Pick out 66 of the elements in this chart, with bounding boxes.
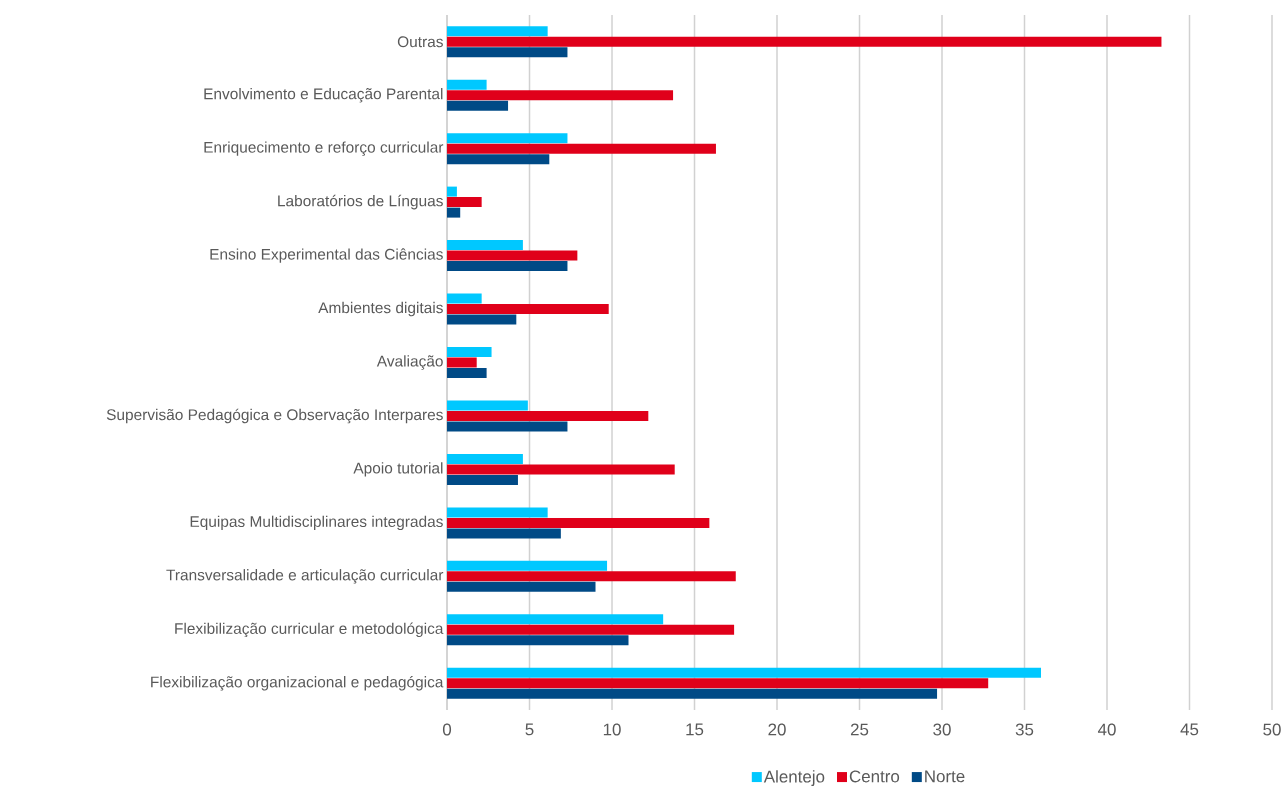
bar — [447, 581, 596, 592]
y-tick-label: Ensino Experimental das Ciências — [210, 248, 443, 263]
bar — [447, 528, 561, 539]
x-tick-label: 25 — [850, 723, 869, 736]
y-tick-label: Enriquecimento e reforço curricular — [204, 141, 444, 156]
bar — [447, 304, 609, 315]
bar — [447, 624, 735, 635]
bar — [447, 197, 482, 208]
bar — [447, 367, 487, 378]
bar — [447, 79, 487, 90]
bar — [447, 667, 1042, 678]
y-tick-label: Envolvimento e Educação Parental — [204, 87, 443, 103]
bar — [447, 410, 649, 421]
bar — [447, 474, 518, 485]
x-tick-label: 30 — [933, 723, 951, 736]
legend-label: Alentejo — [763, 770, 825, 786]
bar — [447, 507, 548, 518]
bar — [447, 207, 461, 218]
bar — [447, 517, 710, 528]
bar — [447, 36, 1162, 47]
x-tick-label: 5 — [525, 723, 534, 736]
bar — [447, 560, 608, 571]
y-tick-label: Flexibilização curricular e metodológica — [175, 622, 444, 638]
bar — [447, 47, 568, 58]
y-tick-label: Apoio tutorial — [353, 462, 443, 477]
bar — [447, 421, 568, 432]
bar — [447, 100, 509, 111]
bar — [447, 143, 716, 154]
bar — [447, 261, 568, 272]
y-tick-label: Transversalidade e articulação curricular — [166, 569, 444, 584]
bar — [447, 186, 457, 197]
x-tick-label: 35 — [1015, 723, 1034, 736]
bar — [447, 26, 548, 37]
x-tick-label: 0 — [442, 723, 452, 736]
y-tick-label: Laboratórios de Línguas — [278, 194, 443, 210]
bar — [447, 688, 938, 699]
x-tick-label: 10 — [603, 723, 621, 736]
x-tick-label: 20 — [768, 723, 786, 736]
bar — [447, 453, 523, 464]
bar — [447, 614, 664, 625]
bar — [447, 678, 989, 689]
y-tick-label: Supervisão Pedagógica e Observação Interpares — [106, 408, 443, 424]
y-tick-label: Equipas Multidisciplinares integradas — [190, 515, 443, 531]
bar — [447, 154, 550, 165]
bar — [447, 293, 482, 304]
bar — [447, 240, 523, 251]
bar — [447, 357, 477, 368]
bar — [447, 400, 528, 411]
x-tick-label: 50 — [1263, 723, 1281, 736]
bar — [447, 133, 568, 144]
y-tick-label: Flexibilização organizacional e pedagógica — [151, 675, 444, 691]
bar — [447, 314, 517, 325]
y-tick-label: Avaliação — [376, 355, 443, 370]
bar — [447, 635, 629, 646]
y-tick-label: Ambientes digitais — [318, 301, 443, 317]
legend-label: Norte — [925, 770, 965, 783]
bar — [447, 464, 675, 475]
x-tick-label: 40 — [1097, 723, 1116, 736]
bar — [447, 250, 578, 261]
x-tick-label: 45 — [1180, 723, 1199, 736]
bar — [447, 571, 736, 582]
bar — [447, 346, 492, 357]
x-tick-label: 15 — [686, 723, 704, 736]
bar — [447, 90, 674, 101]
legend-label: Centro — [849, 770, 900, 783]
y-tick-label: Outras — [397, 36, 443, 48]
